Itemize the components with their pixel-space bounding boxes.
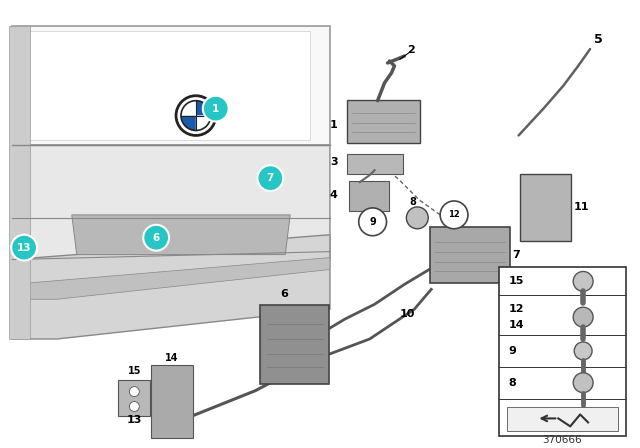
Text: 9: 9 <box>369 217 376 227</box>
Text: 9: 9 <box>509 346 516 356</box>
Text: 1: 1 <box>330 121 338 130</box>
Text: 6: 6 <box>280 289 288 299</box>
Circle shape <box>440 201 468 229</box>
Circle shape <box>176 96 216 135</box>
Text: 7: 7 <box>513 250 520 259</box>
Circle shape <box>573 373 593 392</box>
Circle shape <box>573 271 593 291</box>
Wedge shape <box>196 116 211 130</box>
Text: 5: 5 <box>594 33 603 46</box>
Circle shape <box>203 96 228 121</box>
Polygon shape <box>12 145 330 289</box>
FancyBboxPatch shape <box>349 181 388 211</box>
Text: 14: 14 <box>509 320 524 330</box>
Text: 8: 8 <box>509 378 516 388</box>
Text: 3: 3 <box>330 157 338 167</box>
Circle shape <box>257 165 284 191</box>
FancyBboxPatch shape <box>118 380 150 417</box>
Circle shape <box>406 207 428 229</box>
Text: 4: 4 <box>330 190 338 200</box>
Circle shape <box>573 307 593 327</box>
FancyBboxPatch shape <box>151 365 193 438</box>
Text: 13: 13 <box>17 243 31 253</box>
Polygon shape <box>12 258 330 299</box>
Polygon shape <box>27 31 310 140</box>
Polygon shape <box>12 235 330 339</box>
Text: 15: 15 <box>127 366 141 376</box>
Circle shape <box>359 208 387 236</box>
Text: 12: 12 <box>448 211 460 220</box>
Polygon shape <box>72 215 290 254</box>
FancyBboxPatch shape <box>520 174 572 241</box>
Text: 7: 7 <box>267 173 274 183</box>
Circle shape <box>129 387 140 396</box>
Circle shape <box>11 235 37 261</box>
Circle shape <box>129 401 140 411</box>
Text: 15: 15 <box>509 276 524 286</box>
Text: 370666: 370666 <box>543 435 582 445</box>
Wedge shape <box>181 116 196 130</box>
Text: 12: 12 <box>509 304 524 314</box>
FancyBboxPatch shape <box>347 100 420 143</box>
Text: 1: 1 <box>212 103 220 114</box>
FancyBboxPatch shape <box>260 305 329 383</box>
Polygon shape <box>9 26 30 339</box>
Text: 8: 8 <box>410 197 416 207</box>
Wedge shape <box>181 101 196 116</box>
Text: 2: 2 <box>408 45 415 55</box>
Text: 11: 11 <box>573 202 589 212</box>
Text: 6: 6 <box>152 233 160 243</box>
Text: 13: 13 <box>127 415 142 426</box>
Circle shape <box>574 342 592 360</box>
Text: 10: 10 <box>399 309 415 319</box>
FancyBboxPatch shape <box>347 154 403 174</box>
FancyBboxPatch shape <box>430 227 509 284</box>
Circle shape <box>143 225 169 250</box>
Bar <box>507 406 618 431</box>
Text: 14: 14 <box>165 353 179 363</box>
Wedge shape <box>196 101 211 116</box>
Bar <box>499 267 626 436</box>
Polygon shape <box>12 26 330 145</box>
